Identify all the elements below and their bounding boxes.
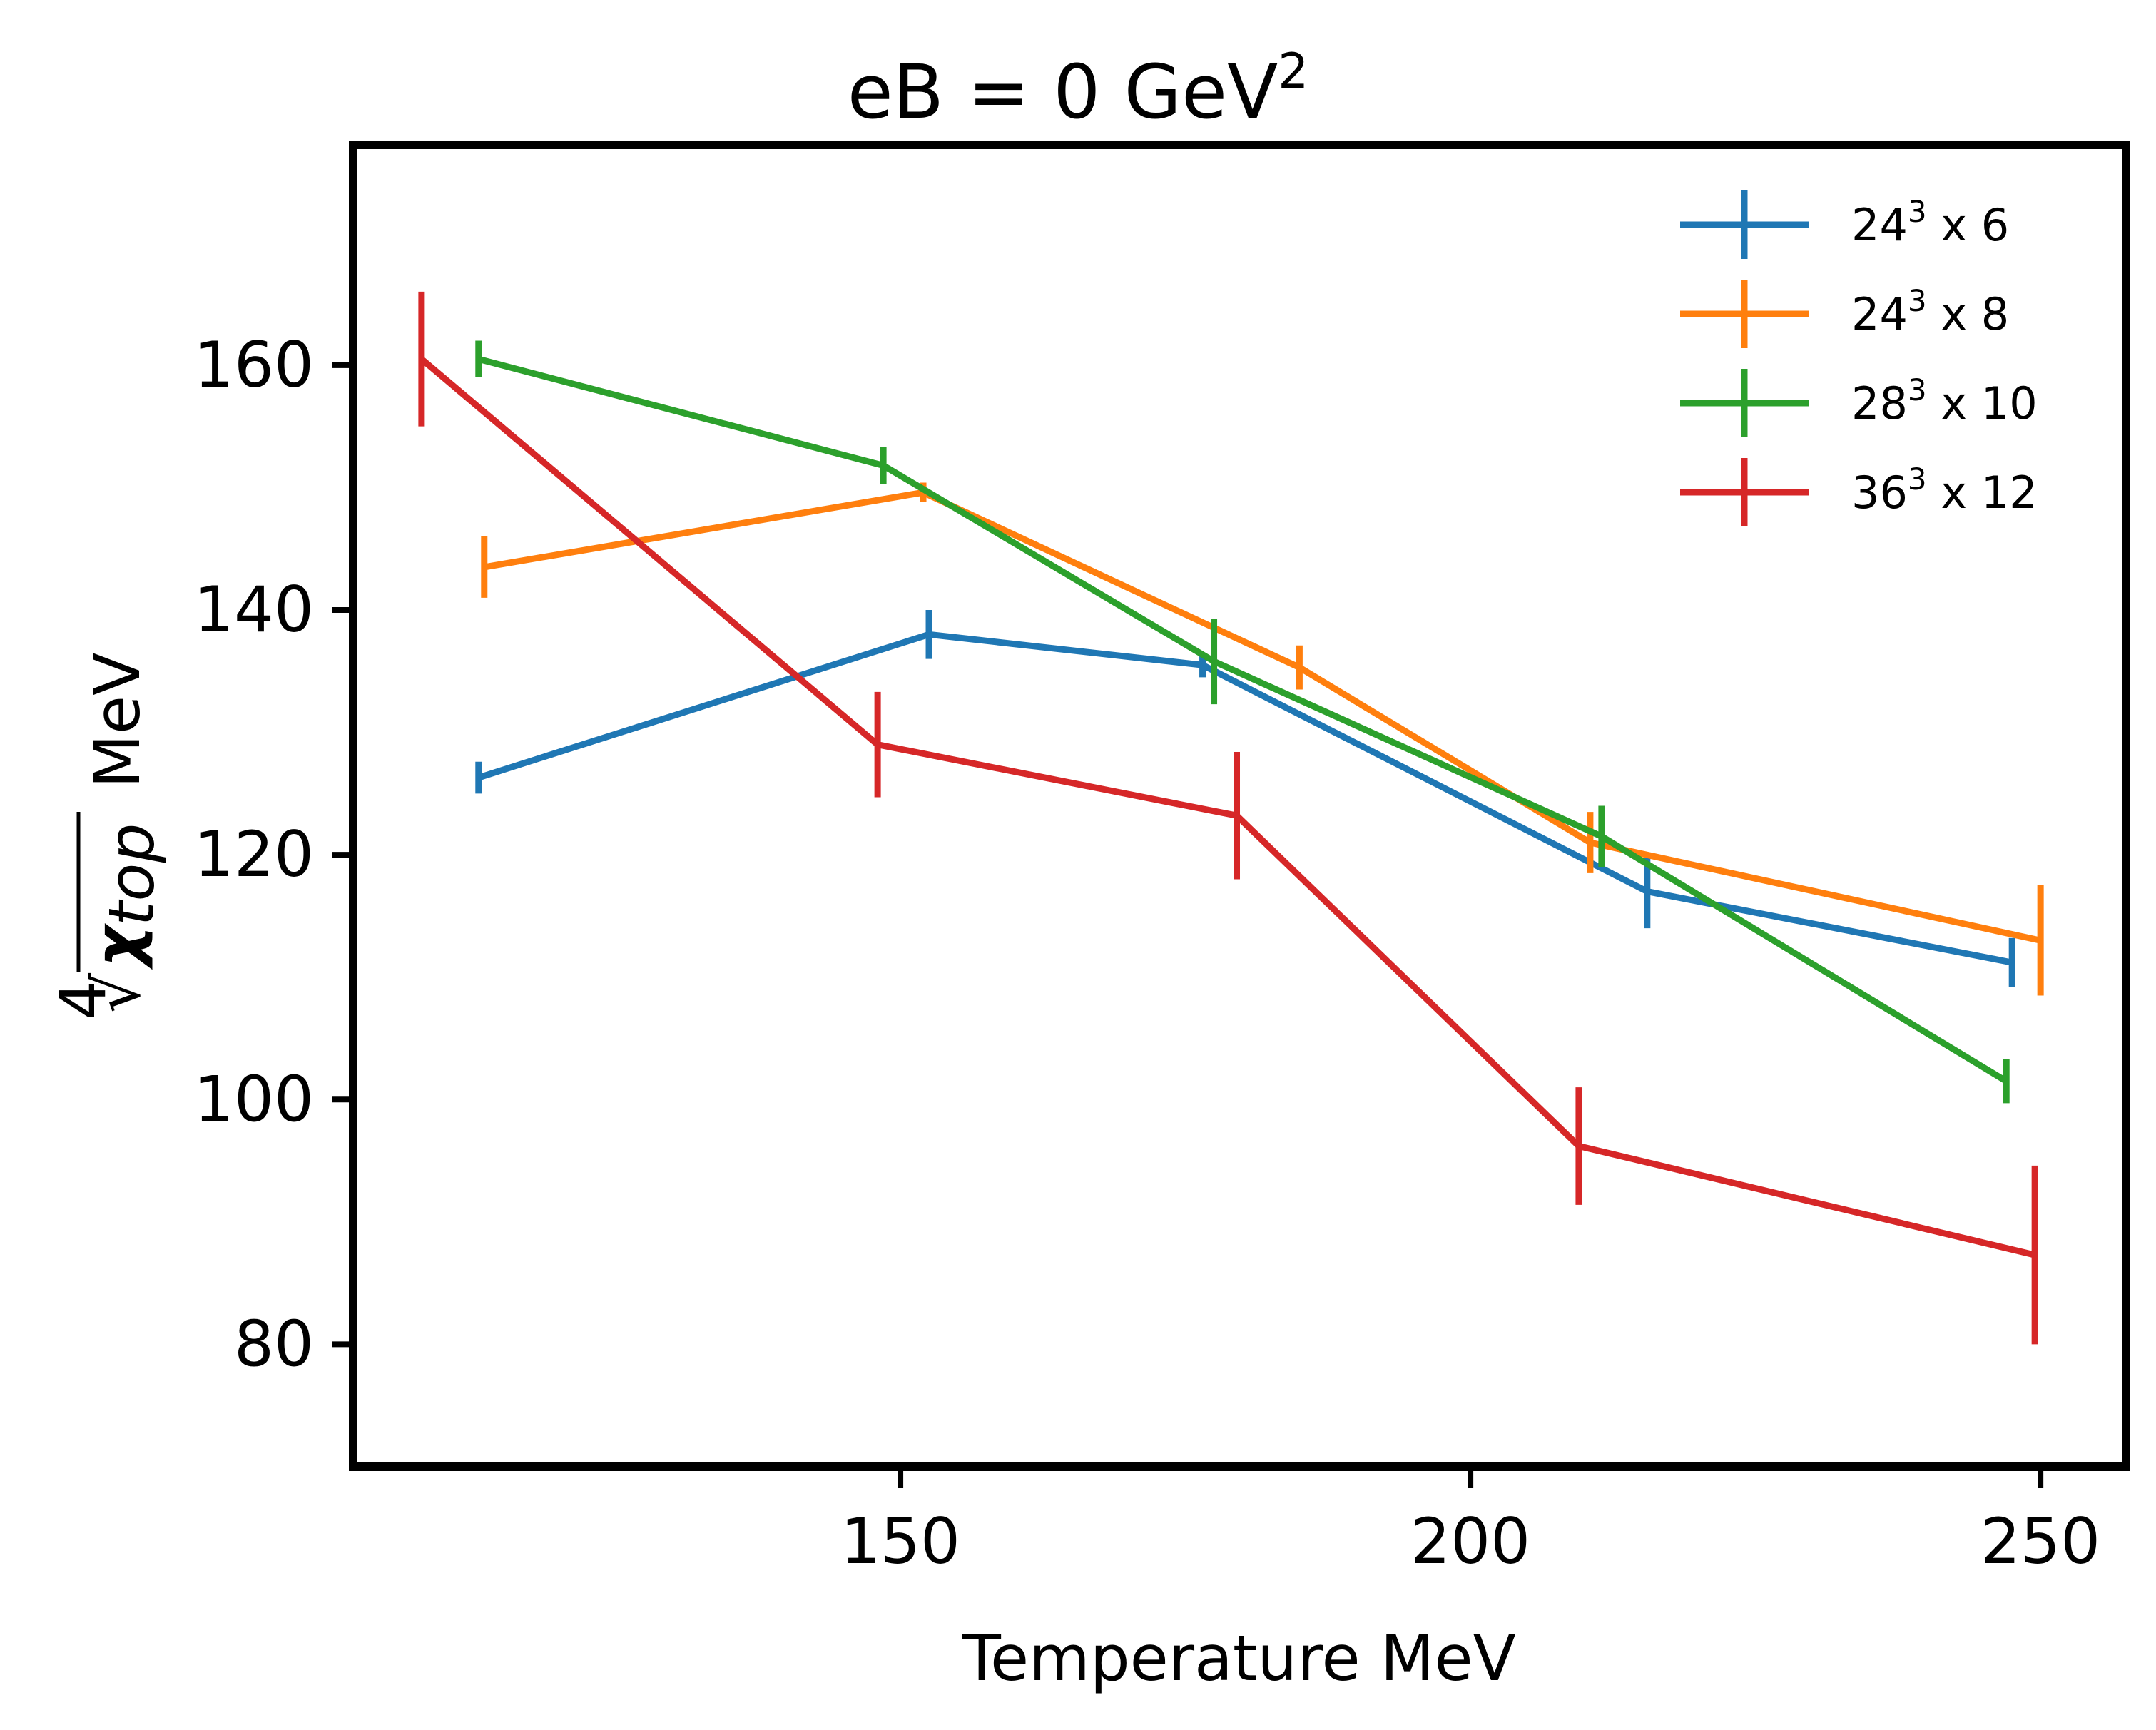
data-point [1601, 835, 1602, 837]
legend: 243 x 6 243 x 8 283 x 10 363 x 12 [1680, 190, 2038, 526]
data-point [2011, 962, 2013, 963]
data-point [421, 358, 422, 360]
series-line [484, 489, 2042, 944]
data-point [1202, 664, 1204, 666]
x-axis: 150 200 250 [840, 1467, 2100, 1578]
data-point [1236, 815, 1238, 816]
legend-item: 243 x 6 [1680, 190, 2009, 259]
legend-label: 243 x 8 [1851, 283, 2009, 340]
y-axis-label-radical: √ [81, 972, 154, 1013]
series-line [477, 631, 2013, 966]
y-axis-label-root-index: 4 [46, 980, 120, 1020]
y-axis-label-subscript: top [95, 823, 168, 926]
x-tick-label: 150 [840, 1505, 960, 1578]
data-point [478, 358, 479, 360]
series-1 [481, 482, 2044, 996]
data-point [1298, 667, 1300, 668]
series-2 [475, 340, 2010, 1104]
y-tick-label: 120 [194, 818, 314, 891]
data-point [2005, 1081, 2007, 1082]
legend-label: 363 x 12 [1851, 462, 2038, 519]
data-point [2040, 940, 2041, 941]
x-tick-label: 250 [1980, 1505, 2100, 1578]
legend-item: 363 x 12 [1680, 458, 2038, 526]
y-axis-label-chi: χ [81, 922, 154, 970]
y-axis-label-unit: MeV [81, 653, 154, 788]
plot-frame [349, 141, 2130, 1471]
legend-item: 283 x 10 [1680, 369, 2038, 437]
data-point [883, 465, 884, 467]
data-point [928, 634, 930, 635]
x-axis-label: Temperature MeV [962, 1622, 1516, 1695]
y-tick-label: 160 [194, 328, 314, 402]
y-tick-label: 80 [234, 1307, 314, 1380]
series-layer [418, 291, 2044, 1345]
y-axis: 80 100 120 140 160 [194, 328, 353, 1380]
legend-label: 243 x 6 [1851, 194, 2009, 251]
x-tick-label: 200 [1410, 1505, 1530, 1578]
y-tick-label: 140 [194, 573, 314, 646]
series-line [477, 355, 2008, 1084]
series-3 [418, 291, 2038, 1345]
legend-label: 283 x 10 [1851, 372, 2038, 429]
legend-item: 243 x 8 [1680, 280, 2009, 348]
series-0 [475, 609, 2015, 987]
chart-title: eB = 0 GeV2 [848, 43, 1309, 136]
y-axis-label: 4 √ χ top MeV [46, 653, 168, 1020]
y-tick-label: 100 [194, 1062, 314, 1136]
